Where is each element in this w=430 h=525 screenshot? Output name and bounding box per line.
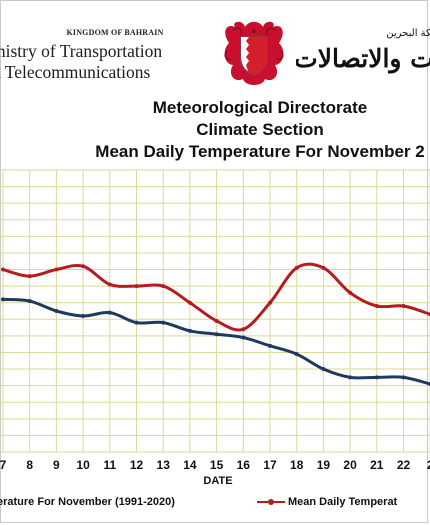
data-point-daily — [321, 265, 326, 270]
data-point-normal — [187, 328, 192, 333]
ministry-name-line1: inistry of Transportation — [0, 41, 163, 61]
chart-title-line3: Mean Daily Temperature For November 2 — [95, 142, 425, 161]
x-tick-label: 15 — [210, 458, 224, 472]
arabic-ministry-name: مملكة البحرين لات والاتصالات — [296, 26, 430, 86]
x-tick-label: 21 — [370, 458, 384, 472]
data-point-daily — [187, 300, 192, 305]
data-point-daily — [401, 304, 406, 309]
x-tick-label: 11 — [103, 458, 116, 472]
x-tick-label: 10 — [76, 458, 90, 472]
data-point-normal — [1, 297, 5, 302]
data-point-normal — [268, 343, 272, 348]
data-point-normal — [54, 309, 59, 313]
data-point-normal — [81, 313, 86, 318]
ministry-name-line2: d Telecommunications — [0, 62, 151, 82]
data-point-daily — [241, 327, 246, 332]
data-point-normal — [27, 299, 32, 304]
x-tick-label: 13 — [157, 458, 171, 472]
kingdom-label: KINGDOM OF BAHRAIN — [66, 28, 164, 37]
data-point-daily — [81, 264, 86, 269]
chart-series — [1, 262, 430, 386]
x-tick-label: 19 — [317, 458, 331, 472]
x-tick-label: 7 — [0, 458, 7, 472]
x-tick-label: 12 — [130, 458, 144, 472]
legend-label-normal: erature For November (1991-2020) — [0, 496, 175, 508]
data-point-daily — [1, 267, 5, 272]
bahrain-emblem-icon — [224, 21, 284, 85]
data-point-normal — [241, 335, 246, 340]
data-point-daily — [27, 274, 32, 279]
data-point-normal — [401, 375, 406, 380]
data-point-daily — [161, 284, 166, 289]
data-point-normal — [294, 352, 299, 357]
x-tick-label: 17 — [263, 458, 277, 472]
x-tick-label: 14 — [183, 458, 197, 472]
x-tick-label: 18 — [290, 458, 304, 472]
arabic-ministry-label: لات والاتصالات — [296, 44, 430, 73]
page-header: KINGDOM OF BAHRAIN inistry of Transporta… — [0, 0, 430, 95]
x-tick-label: 8 — [26, 458, 33, 472]
x-tick-label: 16 — [237, 458, 251, 472]
arabic-kingdom-label: مملكة البحرين — [386, 28, 430, 39]
data-point-normal — [374, 375, 379, 380]
data-point-daily — [134, 284, 139, 289]
legend-label-daily: Mean Daily Temperat — [288, 496, 398, 508]
data-point-daily — [107, 282, 112, 287]
data-point-normal — [134, 320, 139, 325]
data-point-daily — [54, 267, 59, 272]
data-point-normal — [161, 320, 166, 325]
data-point-daily — [374, 304, 379, 309]
x-axis-ticks: 789101112131415161718192021222 — [0, 458, 430, 472]
legend-swatch-daily — [257, 499, 285, 505]
ministry-name: inistry of Transportation d Telecommunic… — [0, 41, 222, 83]
data-point-daily — [348, 290, 353, 295]
data-point-daily — [268, 300, 272, 305]
data-point-normal — [214, 332, 219, 337]
data-point-daily — [294, 265, 299, 270]
data-point-normal — [107, 310, 112, 315]
data-point-daily — [214, 318, 219, 323]
x-tick-label: 9 — [53, 458, 60, 472]
data-point-normal — [321, 367, 326, 372]
x-tick-label: 20 — [343, 458, 357, 472]
chart-grid — [0, 169, 430, 453]
chart-titles: Meteorological Directorate Climate Secti… — [0, 97, 430, 163]
x-tick-label: 22 — [397, 458, 411, 472]
data-point-normal — [348, 375, 353, 380]
chart-title-line1: Meteorological Directorate — [152, 98, 368, 117]
x-axis-label: DATE — [203, 475, 232, 487]
chart-legend: erature For November (1991-2020) Mean Da… — [0, 490, 430, 516]
x-tick-label: 2 — [427, 458, 430, 472]
chart-title-line2: Climate Section — [196, 120, 324, 139]
